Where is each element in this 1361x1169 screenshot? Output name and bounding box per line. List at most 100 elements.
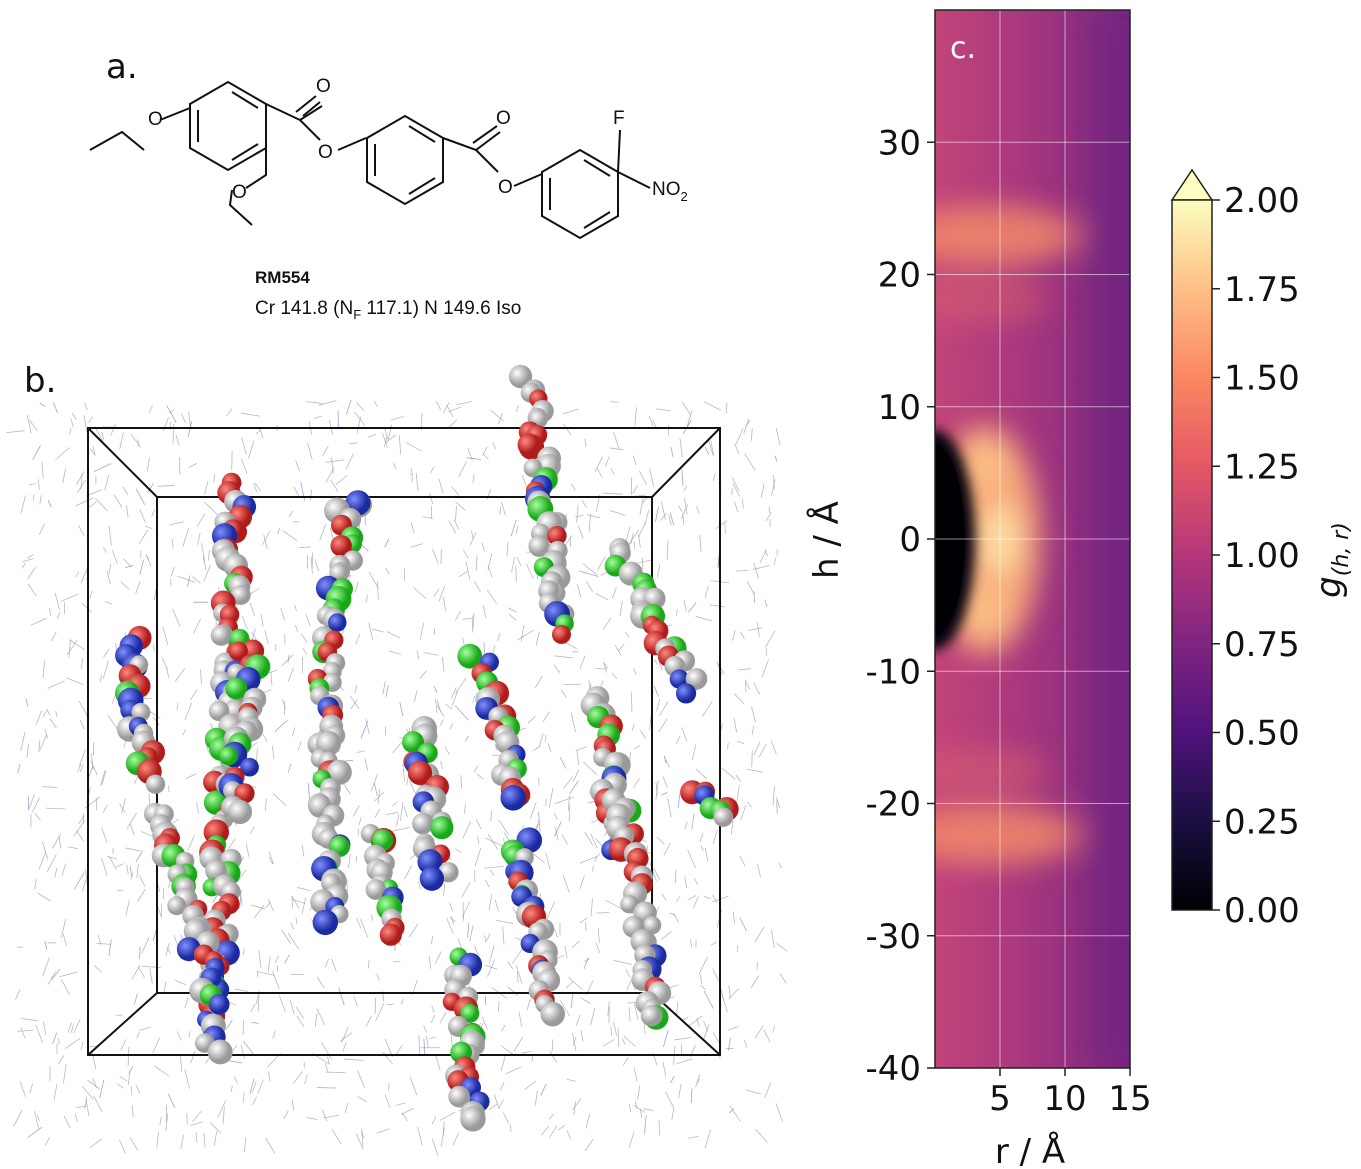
bond-stick [193,618,202,634]
bond-stick [462,901,464,921]
bond-stick [361,1128,364,1147]
atom-label: NO [652,179,681,200]
bond-stick [629,751,631,761]
bond-stick [42,710,47,718]
bond-stick [321,1109,328,1122]
bond-stick [451,486,460,496]
bond-stick [683,485,688,492]
bond-stick [347,854,351,869]
bond-stick [690,1088,693,1104]
bond-stick [344,1102,349,1113]
bond-stick [773,475,775,490]
bond-stick [187,421,193,438]
atom-sphere [330,535,352,557]
bond-stick [494,744,498,751]
bond-stick [565,981,574,989]
bond-stick [325,1071,346,1074]
bond-stick [125,900,130,916]
bond-stick [663,755,667,764]
bond-stick [365,718,370,735]
bond-stick [611,672,618,680]
bond-stick [384,1094,391,1108]
bond-stick [660,512,667,521]
bond-stick [304,1074,308,1085]
bond-stick [254,904,265,919]
bond-stick [323,1114,340,1119]
bond-stick [776,943,788,952]
bond-stick [738,668,751,671]
bond-stick [382,433,388,448]
bond-stick [349,442,358,445]
x-tick-label: 5 [989,1079,1011,1119]
bond-stick [25,698,29,707]
bond-stick [203,501,218,515]
bond-stick [695,616,713,622]
bond-stick [603,662,608,673]
bond-stick [492,645,496,655]
bond-stick [203,564,212,582]
bond-stick [663,842,671,856]
bond-stick [354,581,359,593]
bond-stick [554,826,559,841]
atom-sphere [713,807,734,827]
bond-stick [625,969,631,978]
x-tick-label: 15 [1108,1079,1151,1119]
bond-stick [548,788,554,808]
bond-stick [69,428,72,435]
bond-stick [467,923,470,938]
bond-stick [443,596,447,612]
bond-stick [280,608,285,621]
bond-stick [617,1027,620,1048]
bond-stick [61,979,70,995]
bond-stick [356,918,362,929]
bond-stick [272,1030,276,1039]
bond-stick [498,1001,500,1012]
bond-stick [607,1001,610,1016]
bond-stick [274,955,280,963]
bond-stick [77,763,82,773]
bond-stick [371,914,373,921]
bond-stick [125,847,141,852]
bond-stick [725,402,728,414]
bond-stick [454,610,461,621]
bond-stick [284,954,290,964]
bond-stick [611,587,617,599]
bond-stick [213,473,215,483]
bond-stick [263,534,268,550]
bond-stick [687,1015,703,1027]
bond-stick [350,699,358,710]
bond-stick [596,912,610,914]
bond-stick [262,733,268,742]
bond-stick [682,513,685,526]
bond-stick [563,408,579,415]
bond-stick [415,472,419,491]
bond-stick [470,530,474,540]
bond-stick [698,956,708,975]
bond-stick [256,747,258,764]
bond-stick [450,687,457,699]
bond-stick [61,918,66,938]
bond-stick [73,820,86,837]
bond-stick [282,530,298,542]
bond-stick [488,944,495,964]
bond-stick [455,678,467,694]
bond-stick [63,1064,67,1084]
bond-stick [168,409,175,414]
bond-stick [700,845,704,852]
bond-stick [490,869,495,876]
bond-stick [138,529,149,544]
bond-stick [395,1102,406,1106]
colorbar-tick-label: 1.50 [1224,359,1300,399]
bond-stick [57,1038,60,1045]
bond-stick [747,768,763,773]
bond-stick [385,434,396,444]
bond-stick [640,730,646,739]
bond-stick [433,686,438,693]
bond-stick [99,1079,105,1099]
bond-stick [137,439,140,447]
bond-stick [585,1113,591,1129]
bond-stick [357,1096,367,1103]
bond-stick [439,1012,447,1024]
bond-stick [384,538,390,548]
colorbar-label: g(h, r) [1309,522,1354,598]
